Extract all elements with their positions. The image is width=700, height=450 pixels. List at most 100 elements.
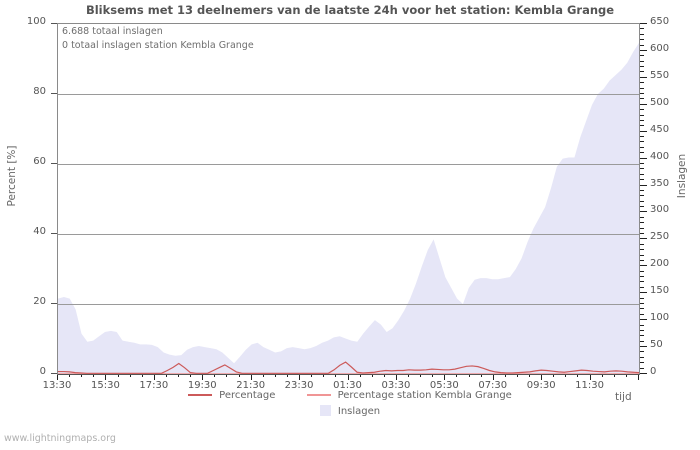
y-axis-right-tick-label: 300 xyxy=(650,204,670,216)
x-axis-tick-minor xyxy=(516,374,518,377)
y-axis-right-tick-minor xyxy=(640,254,644,256)
y-axis-right-tick-minor xyxy=(640,356,644,358)
x-axis-tick-label: 15:30 xyxy=(90,380,120,391)
y-axis-right-tick-major xyxy=(640,130,647,132)
y-axis-right-tick-label: 650 xyxy=(650,16,670,27)
x-axis-tick-minor xyxy=(432,374,434,377)
x-axis-tick-minor xyxy=(613,374,615,377)
y-axis-right-tick-major xyxy=(640,157,647,159)
legend-swatch-percentage-station xyxy=(306,393,331,396)
y-axis-right-tick-minor xyxy=(640,60,644,62)
y-axis-right-tick-major xyxy=(640,265,647,267)
y-axis-left-tick-label: 40 xyxy=(33,226,46,237)
x-axis-tick-minor xyxy=(190,374,192,377)
y-axis-right-tick-minor xyxy=(640,168,644,170)
y-axis-right-tick-minor xyxy=(640,136,644,138)
y-axis-right-tick-minor xyxy=(640,71,644,73)
y-axis-right-tick-major xyxy=(640,103,647,105)
y-axis-right-tick-minor xyxy=(640,109,644,111)
x-axis-tick-label: 01:30 xyxy=(333,380,362,391)
x-axis-tick-minor xyxy=(141,374,143,377)
y-axis-right-tick-minor xyxy=(640,114,644,116)
y-axis-right-tick-major xyxy=(640,76,647,78)
y-axis-right-tick-label: 250 xyxy=(650,231,670,243)
y-axis-right-tick-major xyxy=(640,184,647,186)
x-axis-tick-major xyxy=(541,374,543,380)
y-axis-right-tick-major xyxy=(640,49,647,51)
x-axis-tick-minor xyxy=(504,374,506,377)
y-axis-right-tick-minor xyxy=(640,259,644,261)
x-axis-tick-minor xyxy=(625,374,627,377)
y-axis-right-tick-minor xyxy=(640,313,644,315)
x-axis-tick-label: 13:30 xyxy=(42,380,72,391)
x-axis-tick-minor xyxy=(408,374,410,377)
legend-label-percentage: Percentage xyxy=(219,390,276,401)
y-axis-right-tick-minor xyxy=(640,39,644,41)
gridline xyxy=(58,304,639,305)
y-axis-right-tick-minor xyxy=(640,119,644,121)
y-axis-right-tick-minor xyxy=(640,335,644,337)
y-axis-right-tick-major xyxy=(640,292,647,294)
y-axis-right-tick-major xyxy=(640,211,647,213)
x-axis-tick-minor xyxy=(468,374,470,377)
x-axis-tick-minor xyxy=(226,374,228,377)
y-axis-right-tick-label: 350 xyxy=(650,177,670,189)
y-axis-right-tick-minor xyxy=(640,141,644,143)
y-axis-right-tick-minor xyxy=(640,303,644,304)
y-axis-right-tick-minor xyxy=(640,152,644,154)
x-axis-tick-major xyxy=(250,374,252,380)
y-axis-right-tick-minor xyxy=(640,308,644,310)
y-axis-right-tick-minor xyxy=(640,276,644,278)
plot-area: 6.688 totaal inslagen 0 totaal inslagen … xyxy=(57,23,640,375)
y-axis-right-tick-major xyxy=(640,238,647,240)
chart-title: Bliksems met 13 deelnemers van de laatst… xyxy=(85,3,615,17)
y-axis-left-tick xyxy=(51,303,57,304)
x-axis-tick-label: 09:30 xyxy=(526,380,556,391)
legend-row-secondary: Inslagen xyxy=(0,405,700,418)
legend-label-percentage-station: Percentage station Kembla Grange xyxy=(337,390,512,401)
y-axis-left-tick-label: 60 xyxy=(33,156,46,167)
x-axis-tick-minor xyxy=(69,374,71,377)
x-axis-tick-label: 07:30 xyxy=(478,380,508,391)
x-axis-tick-major xyxy=(395,374,397,380)
gridline xyxy=(58,234,639,235)
x-axis-tick-minor xyxy=(117,374,119,377)
legend-item-percentage-station[interactable]: Percentage station Kembla Grange xyxy=(306,390,512,402)
y-axis-right-tick-minor xyxy=(640,286,644,288)
y-axis-left-tick-label: 80 xyxy=(33,86,46,97)
x-axis-tick-major xyxy=(492,374,494,380)
x-axis-tick-minor xyxy=(286,374,288,377)
legend-item-percentage[interactable]: Percentage xyxy=(188,390,275,402)
y-axis-right-tick-minor xyxy=(640,340,644,342)
x-axis-tick-minor xyxy=(565,374,567,377)
y-axis-right-tick-minor xyxy=(640,351,644,353)
y-axis-right-tick-minor xyxy=(640,66,644,68)
x-axis-tick-label: 23:30 xyxy=(284,380,314,391)
x-axis-tick-minor xyxy=(81,374,83,377)
y-axis-right-tick-minor xyxy=(640,44,644,46)
x-axis-tick-major xyxy=(105,374,107,380)
legend-item-inslagen[interactable]: Inslagen xyxy=(319,405,380,418)
y-axis-right-tick-minor xyxy=(640,28,644,30)
y-axis-right-tick-minor xyxy=(640,281,644,283)
legend-swatch-percentage xyxy=(188,393,213,396)
y-axis-left-tick xyxy=(51,93,57,94)
y-axis-right-tick-minor xyxy=(640,93,644,94)
y-axis-left-tick-label: 0 xyxy=(39,366,46,377)
x-axis-tick-minor xyxy=(165,374,167,377)
y-axis-right-tick-minor xyxy=(640,216,644,218)
x-axis-tick-minor xyxy=(420,374,422,377)
x-axis-tick-minor xyxy=(214,374,216,377)
y-axis-right-tick-minor xyxy=(640,87,644,89)
x-axis-tick-minor xyxy=(577,374,579,377)
x-axis-tick-minor xyxy=(323,374,325,377)
y-axis-right-tick-minor xyxy=(640,200,644,202)
y-axis-right-tick-minor xyxy=(640,222,644,224)
x-axis-tick-minor xyxy=(238,374,240,377)
x-axis-tick-minor xyxy=(480,374,482,377)
x-axis-tick-label: 03:30 xyxy=(381,380,411,391)
legend-row-primary: Percentage Percentage station Kembla Gra… xyxy=(0,390,700,402)
x-axis-tick-minor xyxy=(129,374,131,377)
y-axis-right-tick-minor xyxy=(640,195,644,197)
